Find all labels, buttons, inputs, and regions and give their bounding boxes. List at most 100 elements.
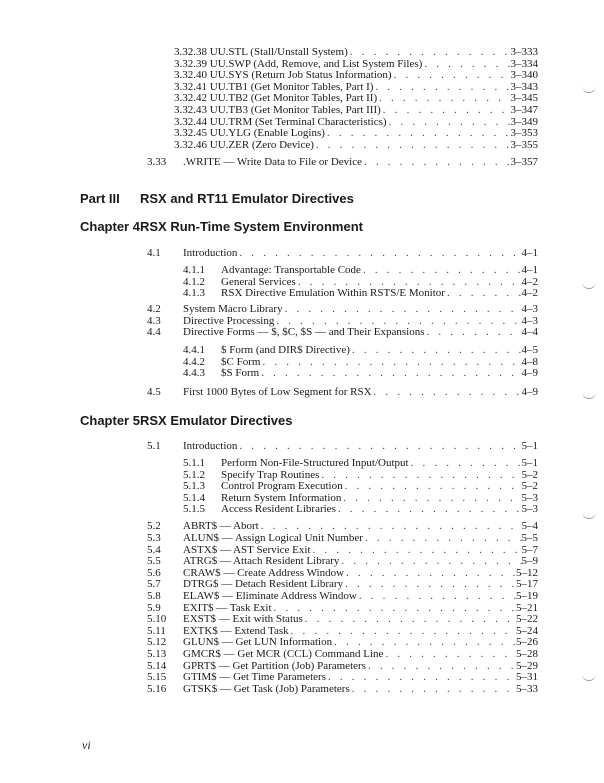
toc-entry[interactable]: 4.3 Directive Processing 4–3 <box>147 315 538 327</box>
entry-page: 3–334 <box>510 57 539 70</box>
entry-title: Perform Non-File-Structured Input/Output <box>221 457 409 469</box>
toc-entry[interactable]: 3.32.45 UU.YLG (Enable Logins) 3–353 <box>174 127 538 139</box>
entry-title: 3.32.42 UU.TB2 (Get Monitor Tables, Part… <box>174 92 378 105</box>
toc-entry[interactable]: 3.32.41 UU.TB1 (Get Monitor Tables, Part… <box>174 81 538 93</box>
dot-leader <box>274 602 516 614</box>
entry-title: Advantage: Transportable Code <box>221 264 361 276</box>
scan-mark <box>582 392 596 399</box>
dot-leader <box>261 520 522 532</box>
part-heading: Part III RSX and RT11 Emulator Directive… <box>80 191 354 206</box>
toc-entry[interactable]: 5.11 EXTK$ — Extend Task 5–24 <box>147 625 538 637</box>
dot-leader <box>261 367 521 379</box>
entry-title: System Macro Library <box>183 303 283 315</box>
entry-title: DTRG$ — Detach Resident Library <box>183 578 344 591</box>
entry-page: 3–357 <box>510 156 539 168</box>
entry-page: 5–3 <box>521 503 539 516</box>
entry-title: CRAW$ — Create Address Window <box>183 566 345 579</box>
entry-number: 5.7 <box>147 578 161 591</box>
entry-title: EXTK$ — Extend Task <box>183 624 289 637</box>
toc-entry[interactable]: 5.6 CRAW$ — Create Address Window 5–12 <box>147 567 538 579</box>
dot-leader <box>374 386 522 398</box>
entry-title: Directive Processing <box>183 315 275 327</box>
toc-entry[interactable]: 5.15 GTIM$ — Get Time Parameters 5–31 <box>147 671 538 683</box>
entry-page: 5–26 <box>516 636 538 649</box>
dot-leader <box>345 480 522 492</box>
entry-page: 3–343 <box>510 80 539 93</box>
entry-number: 5.1.1 <box>183 457 205 469</box>
entry-title: $C Form <box>221 356 261 368</box>
entry-title: Control Program Execution <box>221 480 343 493</box>
entry-number: 4.4 <box>147 326 161 338</box>
dot-leader <box>364 156 511 168</box>
dot-leader <box>352 683 516 695</box>
toc-entry[interactable]: 5.1.1 Perform Non-File-Structured Input/O… <box>183 457 538 469</box>
toc-entry[interactable]: 5.14 GPRT$ — Get Partition (Job) Paramete… <box>147 660 538 672</box>
toc-entry[interactable]: 5.16 GTSK$ — Get Task (Job) Parameters 5–3… <box>147 683 538 695</box>
entry-title: 3.32.44 UU.TRM (Set Terminal Characteris… <box>174 115 387 128</box>
entry-page: 5–3 <box>521 491 539 504</box>
toc-entry[interactable]: 5.7 DTRG$ — Detach Resident Library 5–17 <box>147 578 538 590</box>
entry-title: GTIM$ — Get Time Parameters <box>183 671 326 684</box>
dot-leader <box>291 625 516 637</box>
toc-entry[interactable]: 5.1.5 Access Resident Libraries 5–3 <box>183 503 538 515</box>
entry-number: 5.1.2 <box>183 468 205 481</box>
dot-leader <box>343 492 521 504</box>
entry-title: GPRT$ — Get Partition (Job) Parameters <box>183 659 366 672</box>
toc-entry[interactable]: 5.8 ELAW$ — Eliminate Address Window 5–19 <box>147 590 538 602</box>
toc-entry[interactable]: 3.33 .WRITE — Write Data to File or Devic… <box>147 156 538 168</box>
entry-number: 5.5 <box>147 555 161 568</box>
toc-entry[interactable]: 4.2 System Macro Library 4–3 <box>147 303 538 315</box>
dot-leader <box>365 532 522 544</box>
toc-entry[interactable]: 5.9 EXIT$ — Task Exit 5–21 <box>147 602 538 614</box>
entry-title: 3.32.45 UU.YLG (Enable Logins) <box>174 127 325 140</box>
entry-number: 4.1.2 <box>183 276 205 288</box>
entry-number: 4.3 <box>147 315 161 327</box>
dot-leader <box>285 303 522 315</box>
toc-entry[interactable]: 5.2 ABRT$ — Abort 5–4 <box>147 520 538 532</box>
entry-number: 4.1.1 <box>183 264 205 276</box>
toc-entry[interactable]: 4.1.1 Advantage: Transportable Code 4–1 <box>183 264 538 276</box>
toc-entry[interactable]: 5.1.2 Specify Trap Routines 5–2 <box>183 469 538 481</box>
toc-entry[interactable]: 3.32.42 UU.TB2 (Get Monitor Tables, Part… <box>174 92 538 104</box>
entry-page: 4–1 <box>521 247 539 259</box>
toc-entry[interactable]: 5.3 ALUN$ — Assign Logical Unit Number 5–5 <box>147 532 538 544</box>
chapter-5-heading: Chapter 5 RSX Emulator Directives <box>80 413 292 428</box>
toc-entry[interactable]: 5.4 ASTX$ — AST Service Exit 5–7 <box>147 544 538 556</box>
toc-entry[interactable]: 4.1 Introduction 4–1 <box>147 247 538 259</box>
entry-title: 3.32.38 UU.STL (Stall/Unstall System) <box>174 46 348 58</box>
chapter-title: RSX Emulator Directives <box>140 413 293 428</box>
dot-leader <box>383 104 511 116</box>
toc-entry[interactable]: 3.32.40 UU.SYS (Return Job Status Inform… <box>174 69 538 81</box>
toc-entry[interactable]: 4.5 First 1000 Bytes of Low Segment for R… <box>147 386 538 398</box>
toc-entry[interactable]: 5.13 GMCR$ — Get MCR (CCL) Command Line 5–… <box>147 648 538 660</box>
scan-mark <box>582 674 596 681</box>
entry-title: ALUN$ — Assign Logical Unit Number <box>183 532 363 544</box>
entry-page: 5–7 <box>521 543 539 556</box>
toc-entry[interactable]: 4.4.3 $S Form 4–9 <box>183 367 538 379</box>
entry-title: Specify Trap Routines <box>221 468 320 481</box>
entry-number: 4.4.2 <box>183 356 205 368</box>
toc-entry[interactable]: 3.32.46 UU.ZER (Zero Device) 3–355 <box>174 139 538 151</box>
toc-entry[interactable]: 4.4.1 $ Form (and DIR$ Directive) 4–5 <box>183 344 538 356</box>
toc-entry[interactable]: 5.1 Introduction 5–1 <box>147 440 538 452</box>
toc-entry[interactable]: 3.32.39 UU.SWP (Add, Remove, and List Sy… <box>174 58 538 70</box>
entry-page: 5–29 <box>516 659 538 672</box>
dot-leader <box>379 92 510 104</box>
toc-entry[interactable]: 4.4.2 $C Form 4–8 <box>183 356 538 368</box>
dot-leader <box>350 46 511 58</box>
toc-entry[interactable]: 3.32.38 UU.STL (Stall/Unstall System) 3–3… <box>174 46 538 58</box>
dot-leader <box>338 503 522 515</box>
toc-entry[interactable]: 3.32.44 UU.TRM (Set Terminal Characteris… <box>174 116 538 128</box>
toc-entry[interactable]: 3.32.43 UU.TB3 (Get Monitor Tables, Part… <box>174 104 538 116</box>
toc-entry[interactable]: 5.12 GLUN$ — Get LUN Information 5–26 <box>147 636 538 648</box>
dot-leader <box>447 287 522 299</box>
toc-entry[interactable]: 5.10 EXST$ — Exit with Status 5–22 <box>147 613 538 625</box>
toc-entry[interactable]: 4.1.2 General Services 4–2 <box>183 276 538 288</box>
toc-entry[interactable]: 5.1.4 Return System Information 5–3 <box>183 492 538 504</box>
toc-entry[interactable]: 4.1.3 RSX Directive Emulation Within RSTS… <box>183 287 538 299</box>
toc-entry[interactable]: 5.5 ATRG$ — Attach Resident Library 5–9 <box>147 555 538 567</box>
entry-page: 4–2 <box>521 287 539 299</box>
entry-number: 5.1.4 <box>183 491 205 504</box>
toc-entry[interactable]: 4.4 Directive Forms — $, $C, $S — and The… <box>147 326 538 338</box>
toc-entry[interactable]: 5.1.3 Control Program Execution 5–2 <box>183 480 538 492</box>
